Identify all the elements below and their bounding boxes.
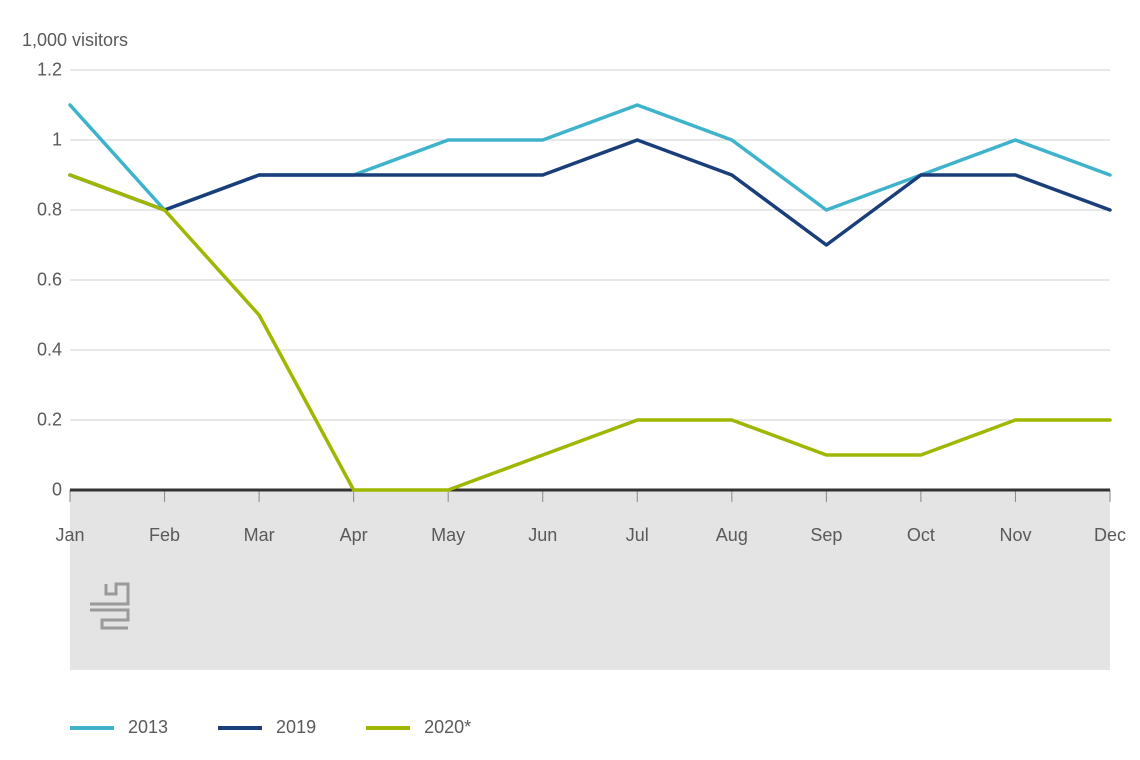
y-tick-label: 1.2 [2, 60, 62, 81]
x-tick-label: Aug [716, 525, 748, 546]
x-tick-label: Dec [1094, 525, 1126, 546]
x-tick-label: Feb [149, 525, 180, 546]
legend-item-2013: 2013 [70, 717, 168, 738]
x-tick-label: Mar [244, 525, 275, 546]
visitors-line-chart: 1,000 visitors 00.20.40.60.811.2 JanFebM… [0, 0, 1140, 760]
y-tick-label: 1 [2, 130, 62, 151]
y-tick-label: 0.4 [2, 340, 62, 361]
legend-label: 2020* [424, 717, 471, 738]
legend-item-2020: 2020* [366, 717, 471, 738]
y-tick-label: 0.8 [2, 200, 62, 221]
series-line-2020 [70, 175, 1110, 490]
cbs-logo-icon [86, 580, 136, 630]
x-tick-label: Oct [907, 525, 935, 546]
series-line-2019 [70, 140, 1110, 245]
legend-swatch [70, 726, 114, 730]
legend: 2013 2019 2020* [70, 717, 471, 738]
x-tick-label: Jan [55, 525, 84, 546]
x-tick-label: Sep [810, 525, 842, 546]
chart-svg [0, 0, 1140, 760]
y-tick-label: 0.2 [2, 410, 62, 431]
legend-swatch [218, 726, 262, 730]
y-tick-label: 0 [2, 480, 62, 501]
x-tick-label: Jul [626, 525, 649, 546]
x-tick-label: May [431, 525, 465, 546]
legend-swatch [366, 726, 410, 730]
y-tick-label: 0.6 [2, 270, 62, 291]
x-tick-label: Apr [340, 525, 368, 546]
legend-label: 2019 [276, 717, 316, 738]
legend-item-2019: 2019 [218, 717, 316, 738]
x-tick-label: Nov [999, 525, 1031, 546]
x-tick-label: Jun [528, 525, 557, 546]
legend-label: 2013 [128, 717, 168, 738]
